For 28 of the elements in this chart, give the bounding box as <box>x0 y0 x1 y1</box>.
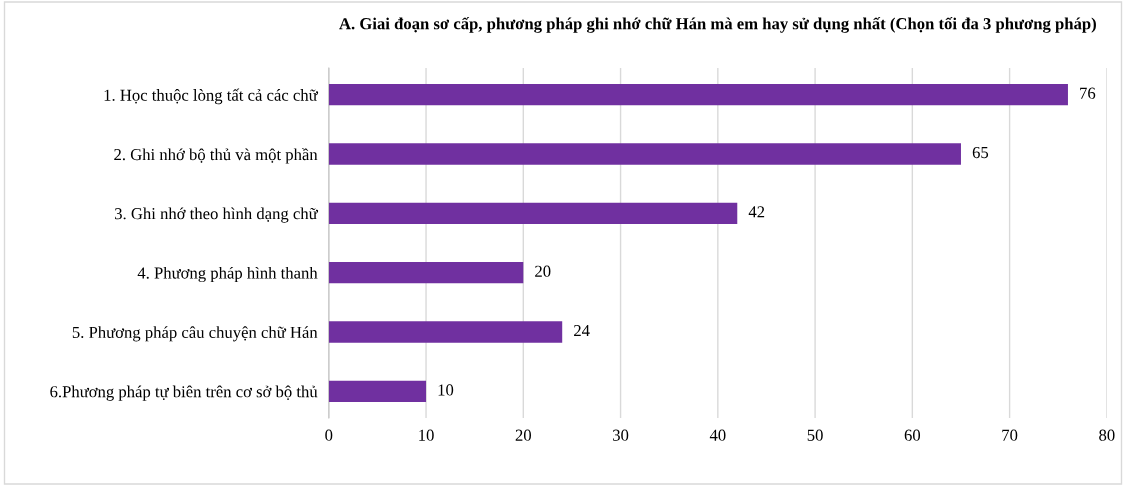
x-tick-label: 10 <box>419 429 434 441</box>
y-tick-label: 3. Ghi nhớ theo hình dạng chữ <box>115 207 319 223</box>
y-tick-label: 2. Ghi nhớ bộ thủ và một phần <box>114 147 318 164</box>
data-label: 76 <box>1080 87 1096 99</box>
data-label: 24 <box>574 324 590 337</box>
data-label: 42 <box>748 206 765 218</box>
bar <box>328 321 563 343</box>
y-tick-label: 6.Phương pháp tự biên trên cơ sở bộ thủ <box>50 385 318 401</box>
data-label: 65 <box>972 146 989 159</box>
y-tick-label: 4. Phương pháp hình thanh <box>137 266 318 283</box>
x-tick-label: 40 <box>709 429 726 441</box>
x-tick-label: 20 <box>515 429 532 441</box>
bar <box>328 83 1068 106</box>
x-tick-label: 70 <box>1002 429 1018 441</box>
y-tick-label: 5. Phương pháp câu chuyện chữ Hán <box>72 326 318 342</box>
data-label: 10 <box>438 384 454 396</box>
x-tick-label: 50 <box>807 429 823 441</box>
x-tick-label: 80 <box>1099 429 1115 441</box>
y-tick-label: 1. Học thuộc lòng tất cả các chữ <box>104 88 319 105</box>
data-label: 20 <box>535 265 551 277</box>
bar <box>328 143 961 165</box>
bar <box>328 261 524 284</box>
chart-title: A. Giai đoạn sơ cấp, phương pháp ghi nhớ chữ Hán mà em hay sử dụng nhất (Chọn tối đa 3 phương pháp) <box>339 17 1096 33</box>
bar <box>328 202 738 225</box>
x-tick-label: 30 <box>613 429 629 441</box>
x-tick-label: 60 <box>904 429 921 441</box>
bar <box>328 380 427 403</box>
x-tick-label: 0 <box>325 429 333 441</box>
